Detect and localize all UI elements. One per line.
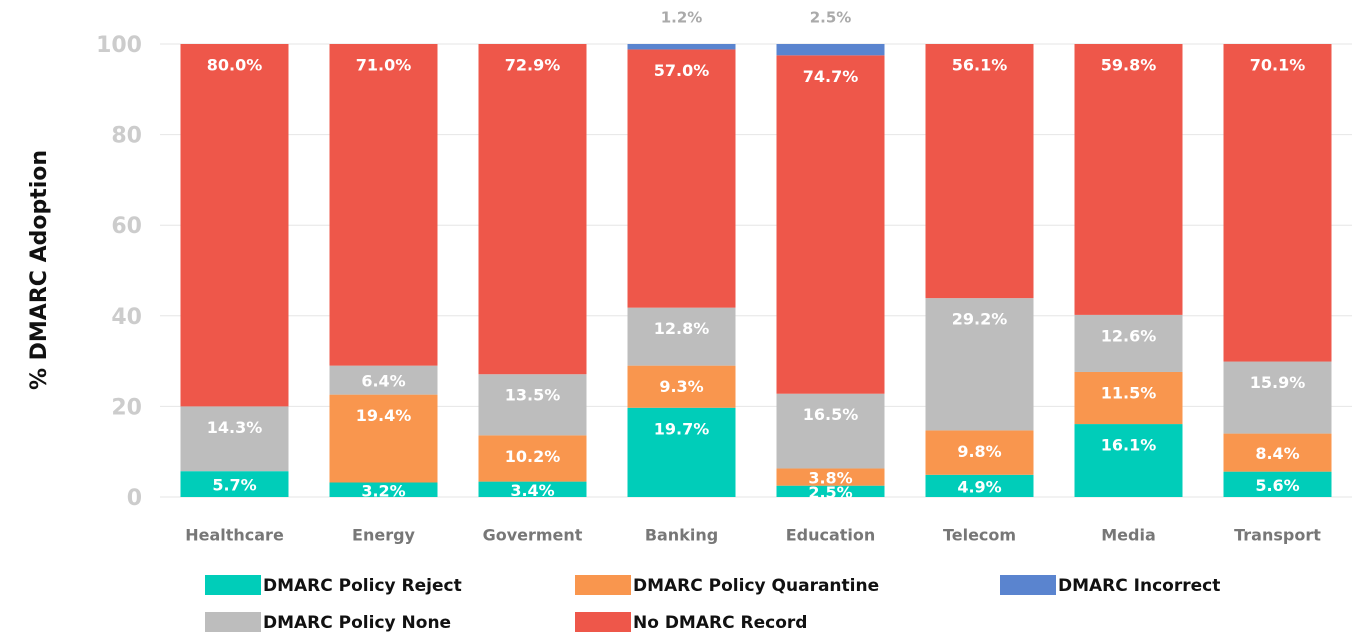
bar-segment bbox=[478, 374, 587, 436]
bar-segment bbox=[1223, 433, 1332, 472]
legend-swatch bbox=[205, 575, 261, 595]
value-label: 59.8% bbox=[1101, 56, 1157, 75]
bar-segment bbox=[1074, 371, 1183, 425]
bar-segment bbox=[1223, 44, 1332, 362]
y-tick-label: 0 bbox=[127, 486, 142, 511]
value-label: 12.8% bbox=[654, 319, 710, 338]
bar-segment bbox=[925, 298, 1034, 431]
bar-segment bbox=[1223, 361, 1332, 434]
value-label: 71.0% bbox=[356, 56, 412, 75]
legend-swatch bbox=[575, 575, 631, 595]
x-tick-label: Telecom bbox=[943, 526, 1016, 545]
legend-swatch bbox=[1000, 575, 1056, 595]
bar-segment bbox=[627, 407, 736, 497]
y-tick-label: 80 bbox=[111, 124, 142, 149]
bar-segment bbox=[925, 44, 1034, 299]
value-label: 74.7% bbox=[803, 67, 859, 86]
value-label: 72.9% bbox=[505, 56, 561, 75]
value-label: 56.1% bbox=[952, 56, 1008, 75]
bar-segment bbox=[776, 44, 885, 56]
legend-label: DMARC Policy Quarantine bbox=[633, 576, 879, 596]
x-tick-label: Education bbox=[786, 526, 876, 545]
x-tick-label: Banking bbox=[645, 526, 718, 545]
legend-label: DMARC Incorrect bbox=[1058, 576, 1220, 596]
bar-segment bbox=[776, 468, 885, 486]
value-label: 80.0% bbox=[207, 56, 263, 75]
bar-segment bbox=[627, 307, 736, 366]
bar-segment bbox=[776, 55, 885, 394]
value-label: 4.9% bbox=[957, 477, 1001, 496]
value-label: 11.5% bbox=[1101, 383, 1157, 402]
x-tick-label: Media bbox=[1101, 526, 1156, 545]
value-label: 8.4% bbox=[1255, 444, 1299, 463]
value-label: 19.7% bbox=[654, 419, 710, 438]
value-label: 2.5% bbox=[810, 9, 852, 27]
x-tick-label: Healthcare bbox=[185, 526, 284, 545]
value-label: 16.5% bbox=[803, 405, 859, 424]
value-label: 57.0% bbox=[654, 61, 710, 80]
bar-segment bbox=[925, 474, 1034, 497]
value-label: 3.8% bbox=[808, 469, 852, 488]
x-tick-label: Goverment bbox=[483, 526, 583, 545]
value-label: 5.7% bbox=[212, 476, 256, 495]
value-label: 5.6% bbox=[1255, 476, 1299, 495]
y-tick-label: 60 bbox=[111, 214, 142, 239]
bar-segment bbox=[329, 44, 438, 366]
value-label: 9.8% bbox=[957, 442, 1001, 461]
value-label: 1.2% bbox=[661, 9, 703, 27]
value-label: 2.5% bbox=[808, 483, 852, 502]
y-tick-label: 40 bbox=[111, 305, 142, 330]
value-label: 10.2% bbox=[505, 447, 561, 466]
legend-label: DMARC Policy None bbox=[263, 613, 451, 633]
bar-segment bbox=[776, 393, 885, 469]
value-label: 3.4% bbox=[510, 481, 554, 500]
x-tick-label: Transport bbox=[1234, 526, 1321, 545]
value-label: 19.4% bbox=[356, 406, 412, 425]
value-label: 70.1% bbox=[1250, 56, 1306, 75]
bar-segment bbox=[627, 49, 736, 308]
bar-segment bbox=[1223, 471, 1332, 497]
bar-segment bbox=[1074, 44, 1183, 315]
bar-segment bbox=[925, 430, 1034, 475]
bar-segment bbox=[478, 481, 587, 497]
bar-segment bbox=[478, 435, 587, 482]
bar-segment bbox=[478, 44, 587, 375]
value-label: 3.2% bbox=[361, 481, 405, 500]
value-label: 13.5% bbox=[505, 386, 561, 405]
value-label: 12.6% bbox=[1101, 326, 1157, 345]
bar-segment bbox=[180, 471, 289, 497]
bar-segment bbox=[627, 44, 736, 50]
y-tick-label: 100 bbox=[96, 33, 142, 58]
bar-segment bbox=[329, 365, 438, 395]
y-axis-label: % DMARC Adoption bbox=[27, 150, 52, 390]
value-label: 15.9% bbox=[1250, 373, 1306, 392]
value-label: 6.4% bbox=[361, 372, 405, 391]
legend-swatch bbox=[575, 612, 631, 632]
value-label: 16.1% bbox=[1101, 436, 1157, 455]
value-label: 14.3% bbox=[207, 418, 263, 437]
x-tick-label: Energy bbox=[352, 526, 416, 545]
bar-segment bbox=[776, 485, 885, 497]
legend-swatch bbox=[205, 612, 261, 632]
legend-label: No DMARC Record bbox=[633, 613, 807, 633]
value-label: 29.2% bbox=[952, 310, 1008, 329]
value-label: 9.3% bbox=[659, 377, 703, 396]
bar-segment bbox=[329, 482, 438, 497]
bar-segment bbox=[180, 44, 289, 407]
bar-segment bbox=[329, 394, 438, 483]
y-tick-label: 20 bbox=[111, 395, 142, 420]
bar-segment bbox=[627, 365, 736, 408]
bar-segment bbox=[1074, 424, 1183, 497]
bar-segment bbox=[1074, 314, 1183, 372]
bar-segment bbox=[180, 406, 289, 472]
legend-label: DMARC Policy Reject bbox=[263, 576, 462, 596]
